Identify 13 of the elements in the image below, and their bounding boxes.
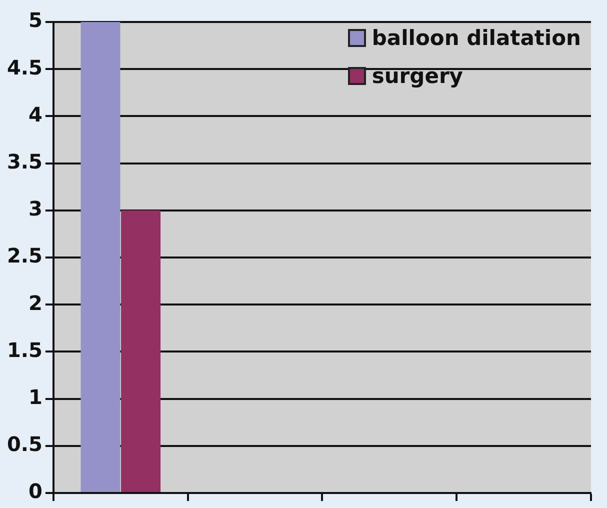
y-tick-label: 3.5 <box>6 150 42 174</box>
legend-label: surgery <box>372 64 463 88</box>
y-tick-label: 5 <box>28 8 42 32</box>
y-tick-label: 3 <box>28 196 42 221</box>
y-tick-label: 0.5 <box>6 432 42 456</box>
y-tick-label: 1 <box>28 385 42 410</box>
legend-label: balloon dilatation <box>372 26 581 50</box>
y-tick-label: 1.5 <box>6 338 42 362</box>
y-tick-label: 2 <box>28 290 42 315</box>
y-tick-label: 0 <box>28 479 42 504</box>
y-tick-label: 4.5 <box>6 55 42 80</box>
y-tick-label: 2.5 <box>6 244 42 268</box>
y-tick-label: 4 <box>28 102 42 126</box>
